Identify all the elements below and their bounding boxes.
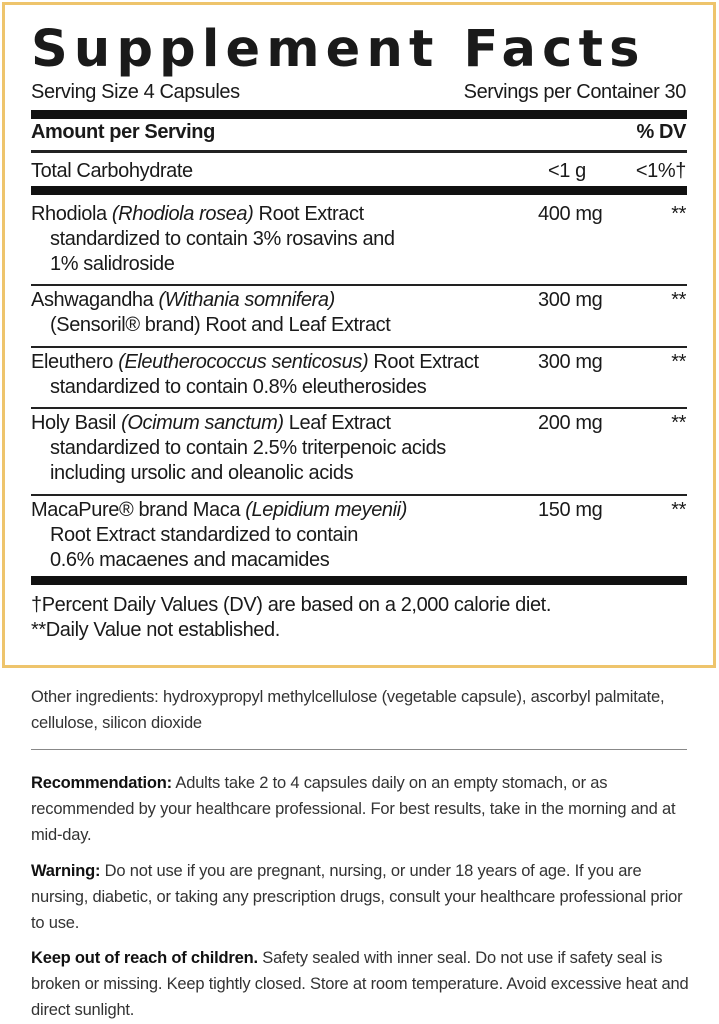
ingredient-common-name: Ashwagandha [31, 289, 154, 311]
recommendation: Recommendation: Adults take 2 to 4 capsu… [31, 770, 691, 848]
ingredient-latin-name: (Withania somnifera) [158, 289, 336, 311]
ingredient-name: Eleuthero (Eleutherococcus senticosus) R… [31, 350, 479, 375]
divider-thick [31, 186, 687, 195]
ingredient-extract: Root Extract [258, 203, 365, 225]
footnote-dv: †Percent Daily Values (DV) are based on … [31, 594, 551, 616]
keep-out-of-reach: Keep out of reach of children. Safety se… [31, 945, 691, 1023]
ingredient-latin-name: (Rhodiola rosea) [111, 203, 254, 225]
servings-per-container: Servings per Container 30 [463, 81, 687, 103]
ingredient-amount: 300 mg [538, 351, 603, 373]
keep-out-label: Keep out of reach of children. [31, 949, 258, 967]
ingredient-common-name: MacaPure® brand Maca [31, 499, 241, 521]
divider [31, 346, 687, 348]
panel-title: Supplement Facts [31, 20, 646, 79]
ingredient-dv: ** [671, 351, 686, 373]
other-ingredients: Other ingredients: hydroxypropyl methylc… [31, 688, 665, 732]
keep-out-text: Safety sealed with inner seal. Do not us… [31, 949, 689, 1019]
ingredient-common-name: Eleuthero [31, 351, 114, 373]
ingredient-detail: including ursolic and oleanolic acids [50, 462, 354, 484]
dv-header: % DV [636, 121, 686, 143]
footnote-not-established: **Daily Value not established. [31, 619, 280, 641]
ingredient-extract: Leaf Extract [288, 412, 391, 434]
ingredient-amount: 300 mg [538, 289, 603, 311]
divider [31, 407, 687, 409]
divider-thick [31, 110, 687, 119]
ingredient-amount: 200 mg [538, 412, 603, 434]
ingredient-dv: ** [671, 289, 686, 311]
ingredient-detail: standardized to contain 0.8% eleutherosi… [50, 376, 427, 398]
ingredient-detail: (Sensoril® brand) Root and Leaf Extract [50, 314, 391, 336]
ingredient-common-name: Rhodiola [31, 203, 107, 225]
ingredient-dv: ** [671, 203, 686, 225]
ingredient-detail: standardized to contain 3% rosavins and [50, 228, 395, 250]
ingredient-detail: standardized to contain 2.5% triterpenoi… [50, 437, 446, 459]
ingredient-dv: ** [671, 499, 686, 521]
supplement-facts-panel [2, 2, 716, 668]
ingredient-detail: 0.6% macaenes and macamides [50, 549, 330, 571]
divider [31, 749, 687, 750]
carb-name: Total Carbohydrate [31, 160, 193, 182]
amount-header: Amount per Serving [31, 121, 215, 143]
warning-text: Do not use if you are pregnant, nursing,… [31, 862, 683, 932]
ingredient-latin-name: (Ocimum sanctum) [121, 412, 284, 434]
ingredient-amount: 400 mg [538, 203, 603, 225]
carb-dv: <1%† [635, 160, 687, 182]
ingredient-name: MacaPure® brand Maca (Lepidium meyenii) [31, 498, 407, 523]
carb-amount: <1 g [548, 160, 586, 182]
warning-label: Warning: [31, 862, 101, 880]
ingredient-latin-name: (Lepidium meyenii) [245, 499, 407, 521]
ingredient-amount: 150 mg [538, 499, 603, 521]
ingredient-name: Ashwagandha (Withania somnifera) [31, 288, 335, 313]
ingredient-latin-name: (Eleutherococcus senticosus) [118, 351, 369, 373]
recommendation-label: Recommendation: [31, 774, 172, 792]
ingredient-detail: 1% salidroside [50, 253, 175, 275]
ingredient-dv: ** [671, 412, 686, 434]
recommendation-text: Adults take 2 to 4 capsules daily on an … [31, 774, 676, 844]
divider [31, 284, 687, 286]
ingredient-common-name: Holy Basil [31, 412, 116, 434]
ingredient-extract: Root Extract [373, 351, 479, 373]
divider [31, 150, 687, 153]
divider-thick [31, 576, 687, 585]
ingredient-name: Holy Basil (Ocimum sanctum) Leaf Extract [31, 411, 391, 436]
serving-size: Serving Size 4 Capsules [31, 81, 240, 103]
ingredient-detail: Root Extract standardized to contain [50, 524, 359, 546]
warning: Warning: Do not use if you are pregnant,… [31, 858, 691, 936]
divider [31, 494, 687, 496]
ingredient-name: Rhodiola (Rhodiola rosea) Root Extract [31, 202, 364, 227]
